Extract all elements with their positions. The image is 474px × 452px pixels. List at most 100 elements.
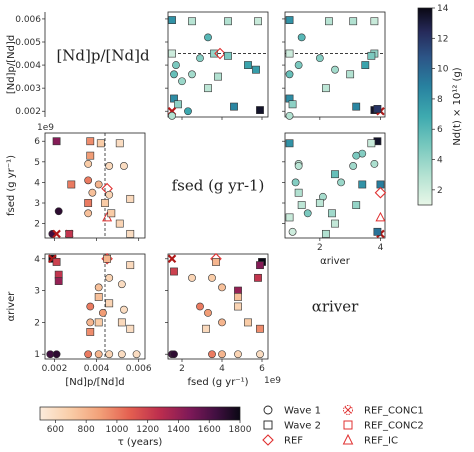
colorbar-nd-tick-label: 10 [437, 65, 449, 75]
data-point [172, 61, 180, 69]
legend-marker-square-outline [343, 420, 353, 430]
data-point [178, 77, 186, 86]
data-point [285, 139, 294, 148]
data-point [101, 199, 109, 207]
y-tick-label-alpha: 2 [34, 318, 40, 328]
data-point [103, 254, 112, 263]
legend-entry: Wave 2 [263, 421, 321, 432]
data-point [105, 190, 114, 199]
data-point [224, 51, 232, 60]
data-point [328, 209, 336, 218]
data-point [285, 213, 294, 222]
data-point [115, 139, 124, 148]
data-point [315, 199, 324, 207]
panel-frame [44, 132, 146, 239]
colorbar-tau-tick-label: 1600 [198, 425, 221, 435]
y-axis-label-alpha: αriver [6, 291, 17, 322]
data-point [331, 170, 339, 179]
data-point [117, 350, 126, 359]
data-point [254, 273, 262, 282]
data-point [212, 258, 220, 266]
data-point-b [52, 229, 61, 239]
data-point [105, 273, 114, 282]
colorbar-nd [417, 7, 433, 206]
colorbar-nd-tick-label: 8 [437, 95, 443, 105]
data-point [285, 49, 294, 58]
data-point [84, 199, 93, 207]
data-point [86, 151, 95, 160]
data-point [188, 273, 196, 282]
data-point [188, 70, 196, 79]
data-point [204, 308, 212, 317]
x-axis-label-fsed: fsed (g yr⁻¹) [187, 377, 248, 388]
colorbar-tau-tick-label: 800 [78, 425, 95, 435]
data-point [168, 16, 176, 24]
data-point [244, 61, 252, 69]
data-point [252, 65, 260, 74]
data-point [297, 201, 306, 209]
data-point [285, 16, 294, 24]
data-point [256, 106, 264, 114]
colorbar-nd-tick-label: 6 [437, 125, 443, 135]
colorbar-tau-tick-label: 1800 [229, 425, 252, 435]
data-point [210, 49, 218, 58]
data-point [370, 159, 379, 168]
panel-frame [284, 132, 386, 239]
sci-offset-x: 1e9 [264, 376, 281, 386]
x-tick-label: 6 [259, 364, 265, 374]
data-point [297, 33, 306, 42]
y-tick-label-alpha: 1 [34, 350, 40, 360]
data-point [96, 139, 105, 148]
y-axis-label-nd: [Nd]p/[Nd]d [6, 35, 17, 94]
y-tick-label-nd: 0.002 [15, 107, 41, 117]
x-tick-label: 0.002 [42, 364, 68, 374]
data-point [234, 350, 242, 359]
data-point [94, 293, 103, 301]
data-point [84, 159, 93, 168]
data-point [168, 111, 176, 120]
legend-entry: REF_CONC1 [343, 405, 424, 417]
data-point [105, 162, 114, 170]
panel-alpha_vs_fsed: 2 4 6 [165, 252, 269, 374]
y-tick-label-fsed: 2 [34, 220, 40, 230]
data-point [188, 17, 196, 26]
diag-label-fsed: fsed (g yr-1) [172, 177, 265, 195]
data-point [98, 308, 107, 317]
data-point [86, 302, 95, 311]
data-point [325, 17, 333, 26]
data-point [202, 324, 210, 333]
data-point [94, 318, 103, 327]
data-point [256, 350, 264, 359]
axis-labels: 0.002 0.003 0.004 0.005 0.006 2 3 4 5 6 1 2 3 4 1e9 1e9… [6, 12, 351, 388]
data-point [84, 209, 93, 218]
data-point [84, 176, 93, 185]
data-point [170, 70, 178, 79]
data-point [331, 65, 339, 74]
y-tick-label-nd: 0.003 [15, 84, 41, 94]
data-point [132, 350, 141, 359]
data-point [67, 180, 76, 189]
data-point [361, 61, 370, 69]
data-point [256, 324, 264, 333]
data-point-b [167, 254, 177, 264]
data-point [373, 105, 382, 113]
x-tick-label: 4 [378, 243, 384, 253]
data-point [208, 350, 216, 359]
data-point [115, 219, 124, 228]
data-point [349, 162, 358, 170]
data-point [303, 209, 312, 218]
data-point [352, 102, 361, 111]
data-point [294, 188, 303, 197]
data-point [291, 178, 300, 187]
data-point [204, 33, 212, 42]
data-point [224, 17, 232, 26]
data-point [196, 54, 204, 63]
data-point [52, 258, 61, 266]
data-point [65, 229, 74, 238]
panel-frame [167, 11, 269, 118]
legend-label: Wave 1 [284, 406, 321, 417]
x-axis-label-alpha: αriver [320, 256, 351, 267]
data-point [218, 318, 226, 327]
data-point [322, 84, 330, 93]
data-point [214, 72, 222, 81]
